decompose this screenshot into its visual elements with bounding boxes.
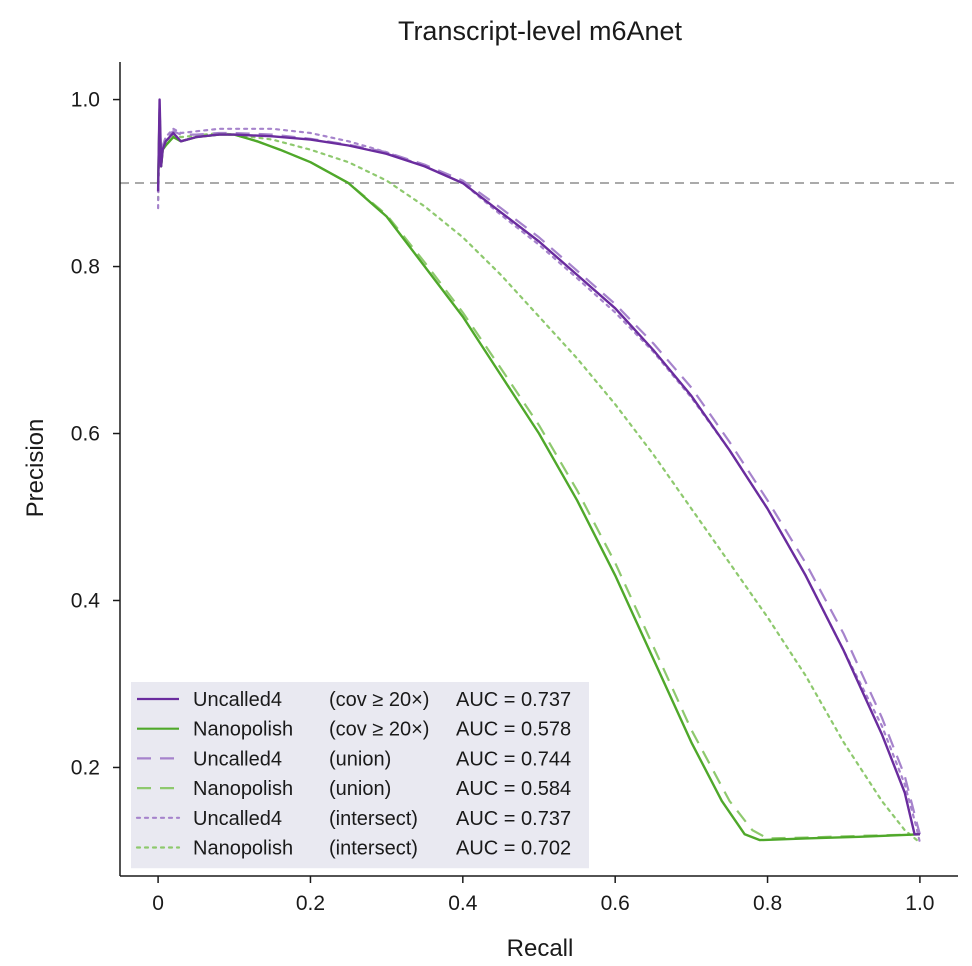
legend-series-auc: AUC = 0.584 [456,778,571,800]
series-line-uncalled4-union [157,102,921,835]
series-line-nanopolish-cov [156,110,920,842]
x-tick-label: 0.6 [601,892,630,915]
legend-series-auc: AUC = 0.702 [456,838,571,860]
legend-series-condition: (union) [329,748,391,770]
legend-series-condition: (intersect) [329,808,418,830]
x-axis-label: Recall [507,935,574,962]
chart-title: Transcript-level m6Anet [398,16,683,46]
series-layer [156,98,921,844]
y-tick-label: 0.2 [71,756,100,779]
legend: Uncalled4 (cov ≥ 20×) AUC = 0.737 Nanopolis… [131,682,589,869]
series-line-uncalled4-cov [156,98,920,836]
legend-series-name: Nanopolish [193,778,293,800]
legend-series-name: Nanopolish [193,719,293,741]
x-tick-label: 1.0 [905,892,934,915]
legend-series-auc: AUC = 0.737 [456,689,571,711]
axes: 0 0.2 0.4 0.6 0.8 1.0 0.2 0.4 0.6 0.8 1.0 [71,62,958,915]
legend-series-condition: (union) [329,778,391,800]
y-tick-label: 0.4 [71,589,101,612]
legend-series-condition: (intersect) [329,838,418,860]
x-tick-label: 0.8 [753,892,782,915]
legend-series-auc: AUC = 0.578 [456,719,571,741]
y-tick-label: 1.0 [71,89,100,112]
legend-series-name: Nanopolish [193,838,293,860]
legend-series-name: Uncalled4 [193,689,282,711]
x-tick-label: 0 [152,892,164,915]
y-tick-label: 0.6 [71,423,100,446]
x-tick-label: 0.2 [296,892,325,915]
y-axis-label: Precision [22,419,49,518]
legend-series-name: Uncalled4 [193,808,282,830]
x-tick-label: 0.4 [448,892,478,915]
legend-series-auc: AUC = 0.744 [456,748,571,770]
legend-series-condition: (cov ≥ 20×) [329,689,429,711]
legend-series-name: Uncalled4 [193,748,282,770]
y-tick-label: 0.8 [71,256,100,279]
legend-box [131,682,589,869]
legend-series-auc: AUC = 0.737 [456,808,571,830]
legend-series-condition: (cov ≥ 20×) [329,719,429,741]
